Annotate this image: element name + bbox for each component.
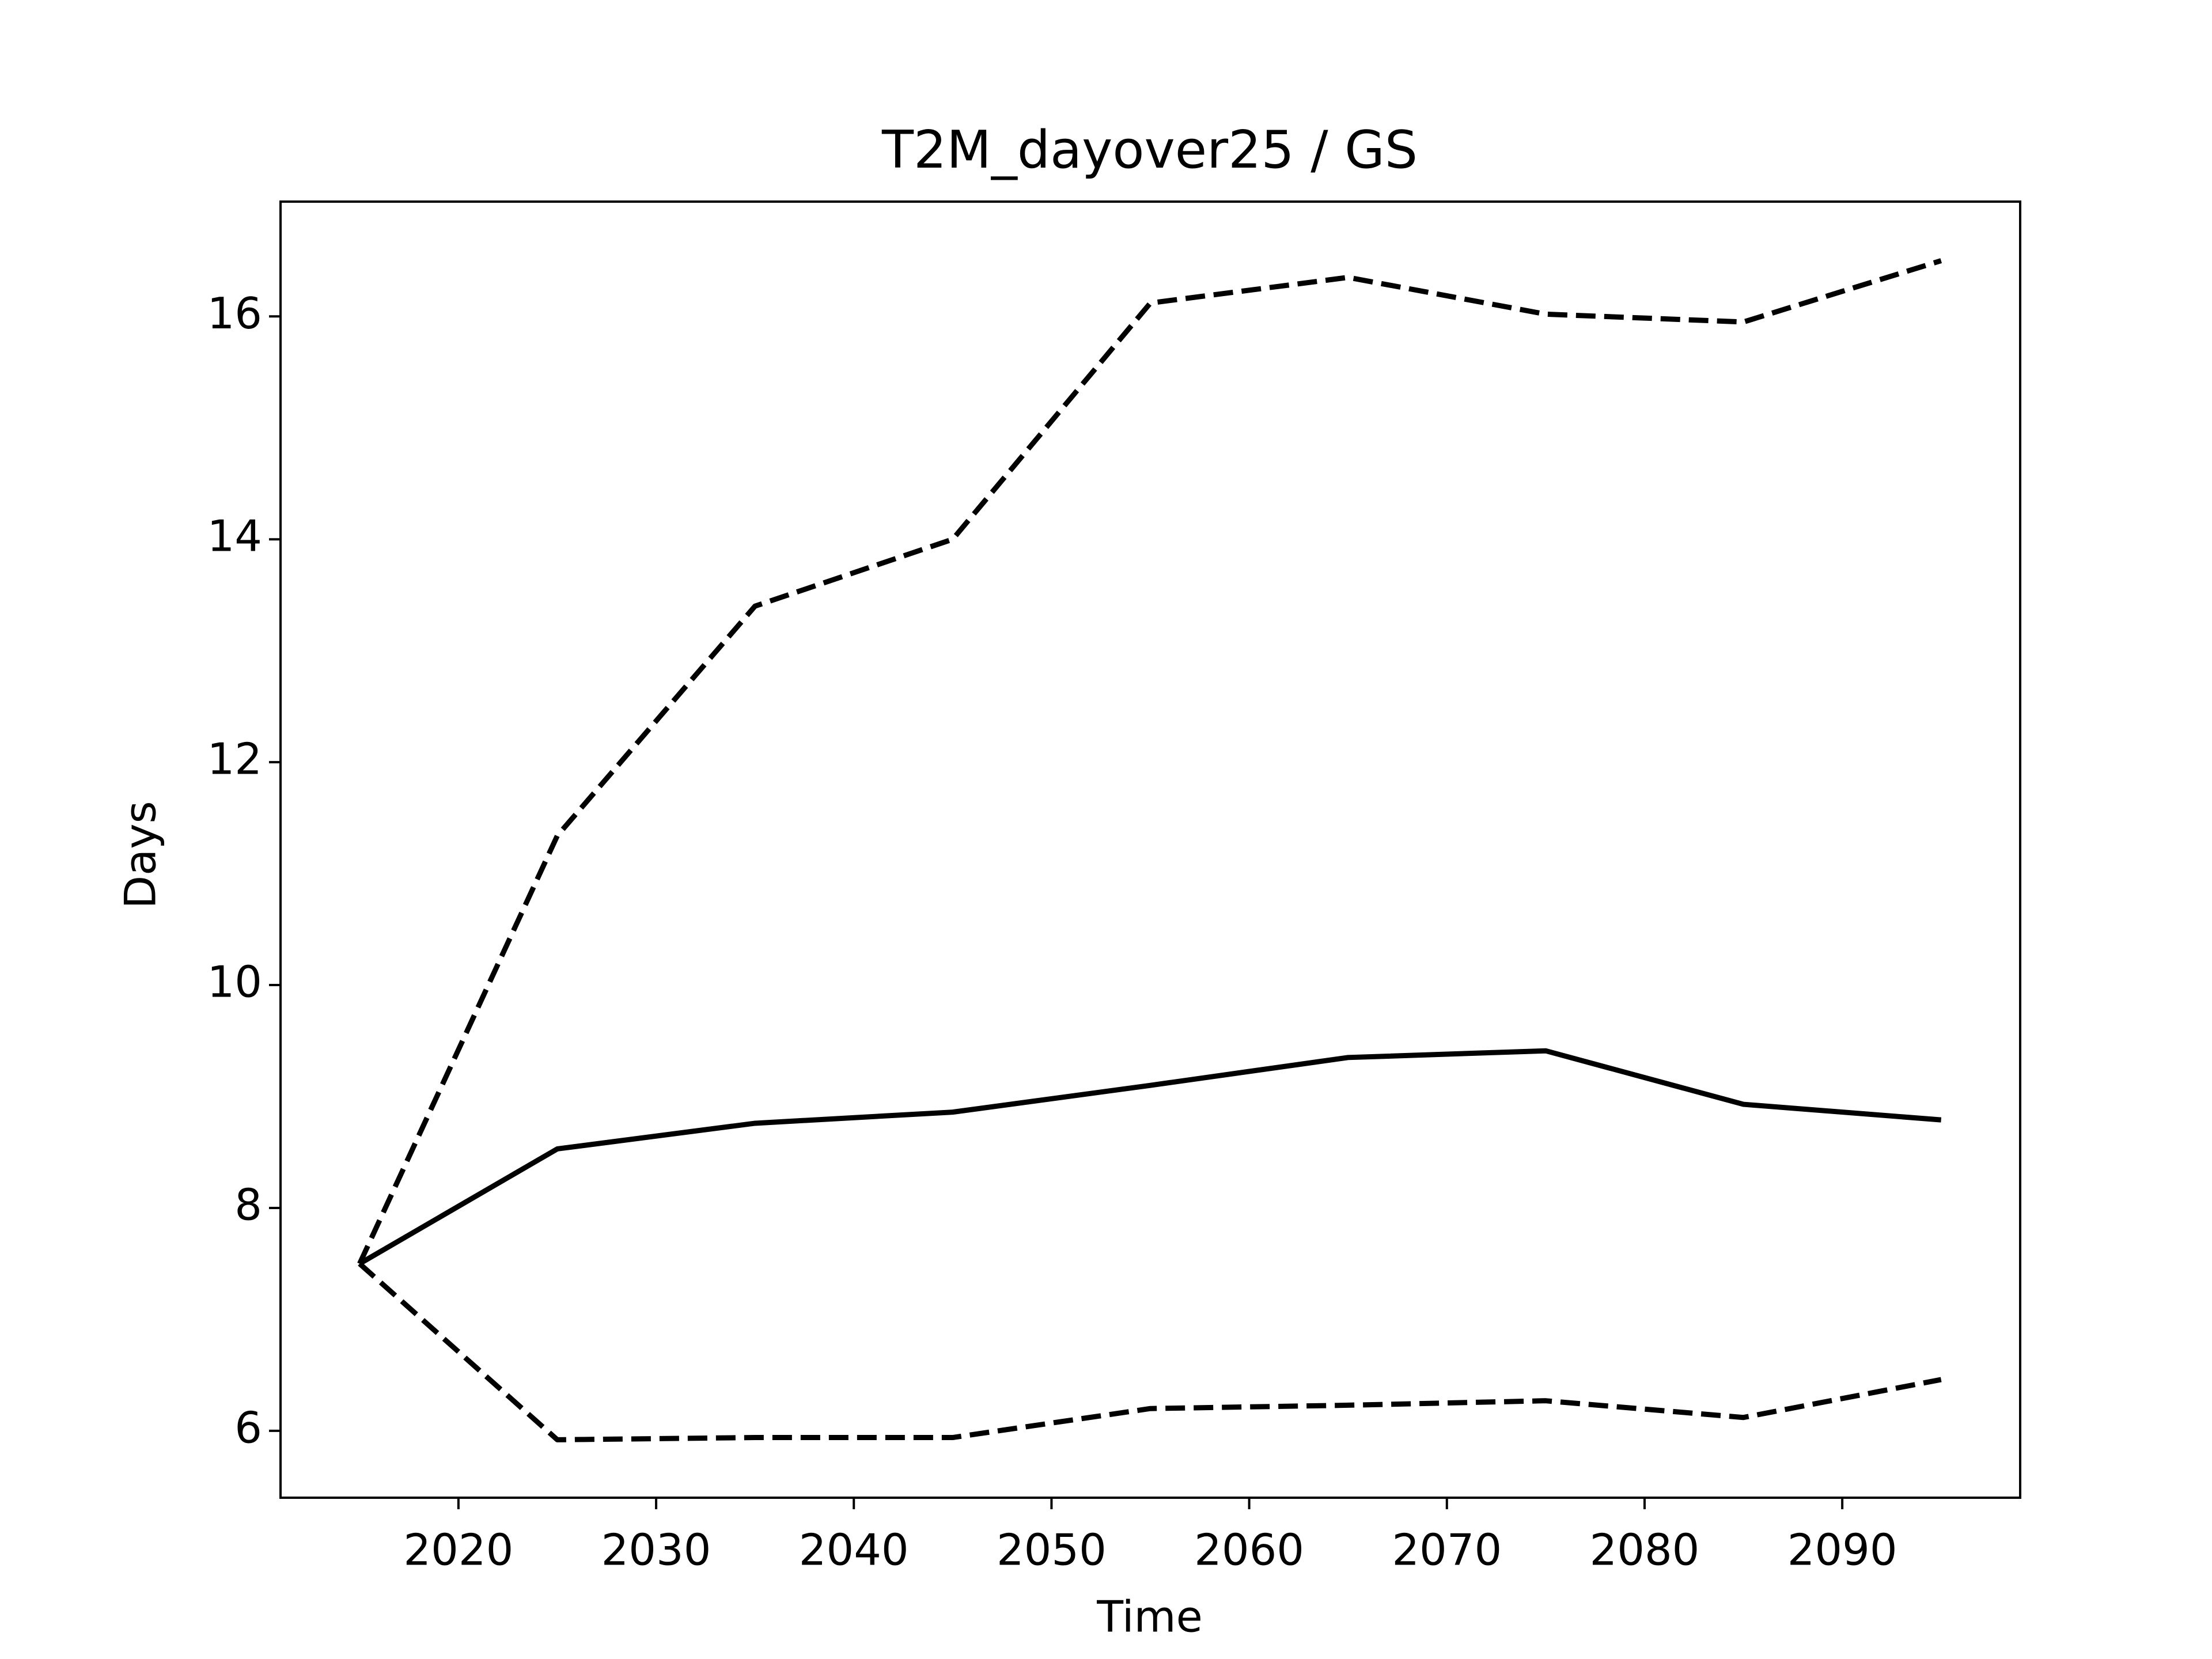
y-tick-label: 12: [207, 734, 262, 785]
x-tick-label: 2070: [1392, 1525, 1502, 1575]
y-tick-label: 6: [234, 1402, 262, 1453]
y-tick-label: 10: [207, 957, 262, 1007]
x-tick-label: 2020: [403, 1525, 513, 1575]
y-axis-label: Days: [115, 801, 166, 908]
series-line: [357, 258, 1942, 1265]
chart-title: T2M_dayover25 / GS: [881, 120, 1418, 180]
x-tick-label: 2060: [1194, 1525, 1304, 1575]
plot-frame: [279, 200, 2021, 1499]
x-tick-label: 2040: [799, 1525, 909, 1575]
x-tick-label: 2030: [601, 1525, 711, 1575]
x-axis-label: Time: [1096, 1592, 1203, 1642]
x-tick-label: 2050: [997, 1525, 1107, 1575]
y-tick-label: 14: [207, 511, 262, 562]
y-tick-label: 16: [207, 288, 262, 339]
x-tick-label: 2090: [1787, 1525, 1897, 1575]
series-line: [358, 1262, 1942, 1442]
series-line: [358, 1048, 1942, 1266]
x-tick-label: 2080: [1590, 1525, 1700, 1575]
y-tick-label: 8: [234, 1179, 262, 1230]
